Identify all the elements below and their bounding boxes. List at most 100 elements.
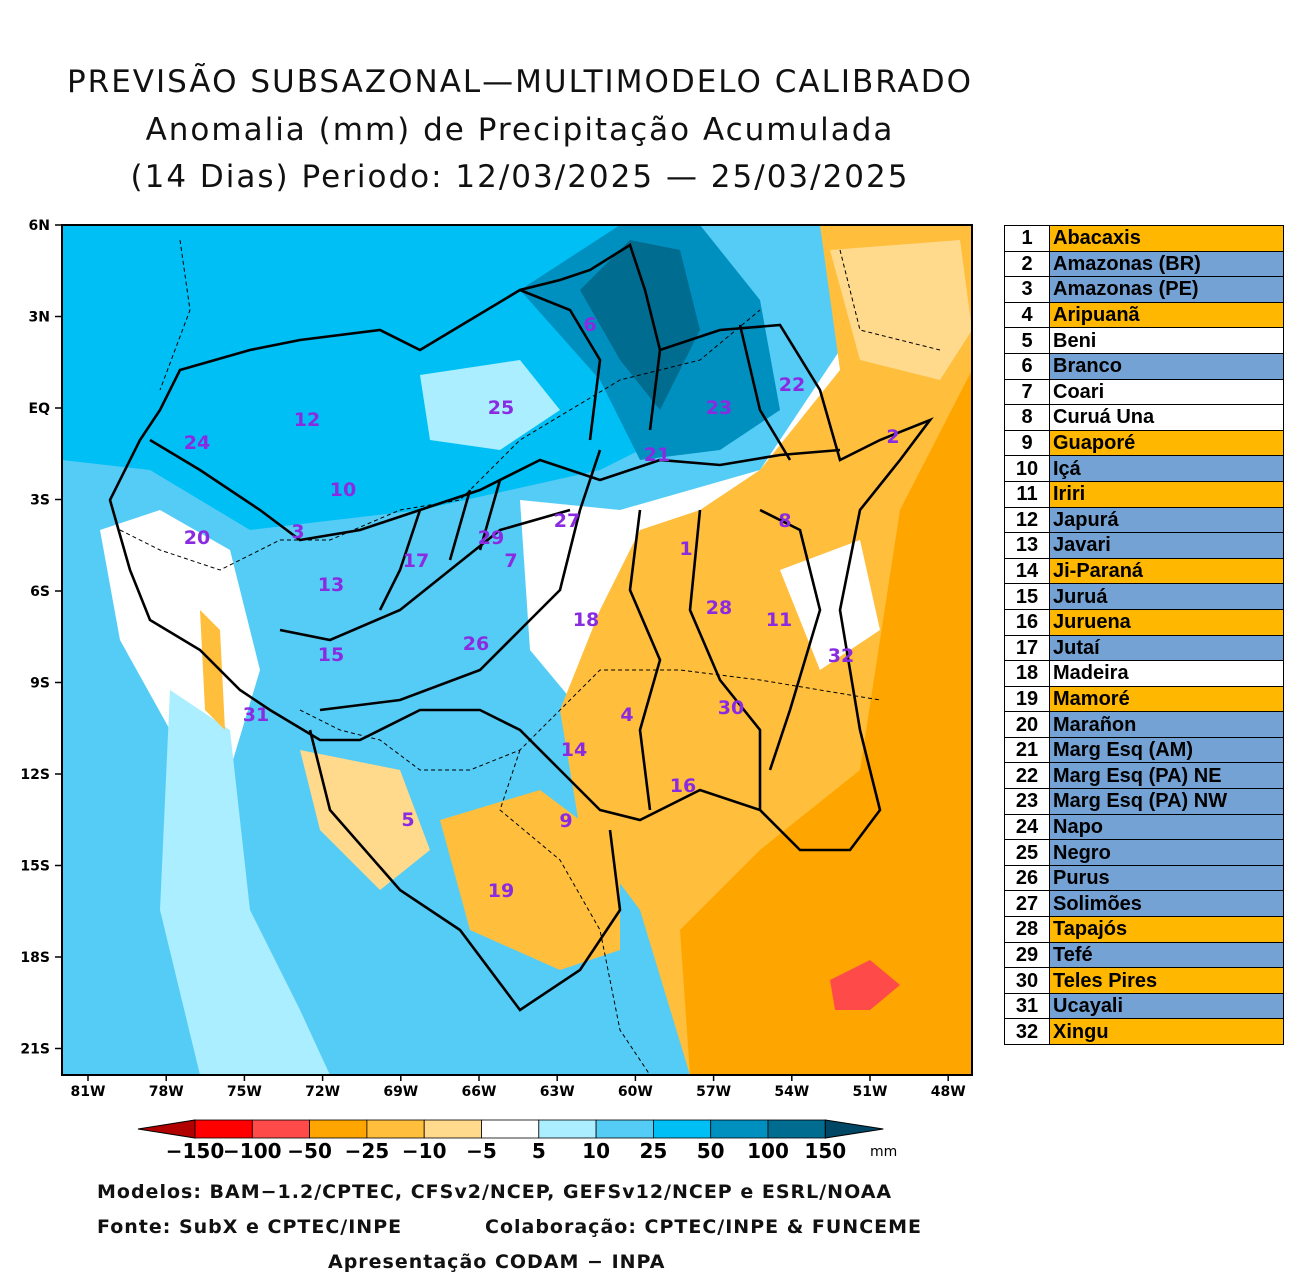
marg-esq-pa-divide: [738, 324, 792, 461]
aripuana-divide: [628, 509, 662, 811]
legend-number: 10: [1004, 455, 1050, 482]
lat-tick-label: 3S: [30, 493, 50, 509]
basin-label-25: 25: [488, 397, 514, 419]
legend-number: 11: [1004, 480, 1050, 508]
basin-label-16: 16: [670, 775, 696, 797]
legend-basin-name: Marg Esq (PA) NE: [1049, 762, 1284, 790]
legend-row: 1 Abacaxis: [1004, 225, 1284, 252]
colorbar-label: −25: [345, 1139, 390, 1163]
very-dry-patch: [830, 960, 900, 1010]
lon-tick-label: 48W: [931, 1084, 966, 1100]
basin-label-13: 13: [318, 574, 344, 596]
lon-tick-label: 78W: [149, 1084, 184, 1100]
legend-row: 32 Xingu: [1004, 1018, 1284, 1045]
colorbar-label: 150: [804, 1139, 846, 1163]
legend-number: 6: [1004, 352, 1050, 380]
colorbar-unit: mm: [870, 1144, 897, 1160]
colorbar-swatch: [481, 1119, 540, 1139]
legend-row: 17 Jutaí: [1004, 634, 1284, 662]
light-wet-patch-andes: [160, 690, 330, 1075]
legend-basin-name: Beni: [1049, 327, 1284, 354]
presentation-credit: Apresentação CODAM − INPA: [328, 1251, 666, 1273]
legend-number: 23: [1004, 788, 1050, 815]
legend-number: 7: [1004, 378, 1050, 406]
legend-row: 6 Branco: [1004, 352, 1284, 380]
legend-basin-name: Negro: [1049, 839, 1284, 866]
basin-label-1: 1: [679, 538, 692, 560]
legend-number: 1: [1004, 225, 1050, 252]
basin-label-14: 14: [561, 739, 587, 761]
lon-tick-label: 69W: [383, 1084, 418, 1100]
legend-row: 3 Amazonas (PE): [1004, 276, 1284, 303]
legend-row: 14 Ji-Paraná: [1004, 557, 1284, 585]
legend-basin-name: Solimões: [1049, 890, 1284, 918]
legend-row: 9 Guaporé: [1004, 429, 1284, 457]
dry-patch-southeast: [870, 830, 972, 970]
legend-row: 4 Aripuanã: [1004, 301, 1284, 329]
basin-label-4: 4: [620, 704, 633, 726]
lon-tick-label: 66W: [462, 1084, 497, 1100]
lat-tick-label: 3N: [29, 310, 50, 326]
legend-number: 30: [1004, 967, 1050, 994]
legend-row: 15 Juruá: [1004, 583, 1284, 610]
colorbar-swatch: [710, 1119, 769, 1139]
legend-basin-name: Tefé: [1049, 941, 1284, 969]
legend-number: 12: [1004, 506, 1050, 534]
legend-basin-name: Branco: [1049, 352, 1284, 380]
lat-tick-label: 21S: [20, 1042, 50, 1058]
basin-label-7: 7: [504, 550, 517, 572]
legend-number: 17: [1004, 634, 1050, 662]
country-borders: [119, 239, 941, 1075]
legend-basin-name: Ucayali: [1049, 992, 1284, 1020]
legend-number: 5: [1004, 327, 1050, 354]
colorbar-swatch: [366, 1119, 425, 1139]
legend-number: 18: [1004, 660, 1050, 687]
madeira-purus-divide: [319, 449, 602, 712]
legend-basin-name: Abacaxis: [1049, 225, 1284, 252]
legend-number: 9: [1004, 429, 1050, 457]
legend-basin-name: Aripuanã: [1049, 301, 1284, 329]
legend-row: 27 Solimões: [1004, 890, 1284, 918]
legend-number: 13: [1004, 532, 1050, 559]
colorbar-label: 25: [639, 1139, 667, 1163]
legend-basin-name: Purus: [1049, 864, 1284, 892]
legend-row: 22 Marg Esq (PA) NE: [1004, 762, 1284, 790]
lon-tick-label: 72W: [305, 1084, 340, 1100]
basin-label-3: 3: [291, 521, 304, 543]
branco-basin-outline: [519, 288, 662, 441]
lon-tick-label: 63W: [540, 1084, 575, 1100]
colorbar-swatch: [595, 1119, 654, 1139]
legend-number: 28: [1004, 916, 1050, 943]
basin-legend-table: 1 Abacaxis 2 Amazonas (BR) 3 Amazonas (PE) 4 Ar…: [1004, 225, 1284, 1045]
legend-row: 31 Ucayali: [1004, 992, 1284, 1020]
basin-label-12: 12: [294, 409, 320, 431]
lat-tick-label: 6S: [30, 584, 50, 600]
lat-tick-label: 6N: [29, 218, 50, 234]
legend-number: 26: [1004, 864, 1050, 892]
basin-label-21: 21: [644, 444, 670, 466]
lon-tick-label: 51W: [853, 1084, 888, 1100]
map-title-line3: (14 Dias) Periodo: 12/03/2025 — 25/03/20…: [130, 159, 910, 195]
legend-number: 25: [1004, 839, 1050, 866]
legend-basin-name: Jutaí: [1049, 634, 1284, 662]
colorbar-high-arrow: [824, 1119, 884, 1139]
colorbar-label: −100: [223, 1139, 282, 1163]
colorbar-label: 50: [697, 1139, 725, 1163]
legend-row: 18 Madeira: [1004, 660, 1284, 687]
tributary-divides: [378, 479, 502, 611]
colorbar-label: 5: [532, 1139, 546, 1163]
basin-label-24: 24: [184, 432, 210, 454]
colorbar-label: −150: [166, 1139, 225, 1163]
legend-basin-name: Javari: [1049, 532, 1284, 559]
legend-basin-name: Amazonas (BR): [1049, 250, 1284, 278]
legend-row: 13 Javari: [1004, 532, 1284, 559]
solimoes-amazonas-axis: [149, 438, 841, 542]
basin-label-5: 5: [401, 809, 414, 831]
lat-tick-label: 12S: [20, 767, 50, 783]
basin-label-17: 17: [403, 550, 429, 572]
lon-tick-label: 81W: [71, 1084, 106, 1100]
border-guianas: [159, 239, 941, 391]
extreme-wet-anomaly-region: [580, 240, 700, 410]
colorbar-swatch: [767, 1119, 826, 1139]
legend-row: 11 Iriri: [1004, 480, 1284, 508]
